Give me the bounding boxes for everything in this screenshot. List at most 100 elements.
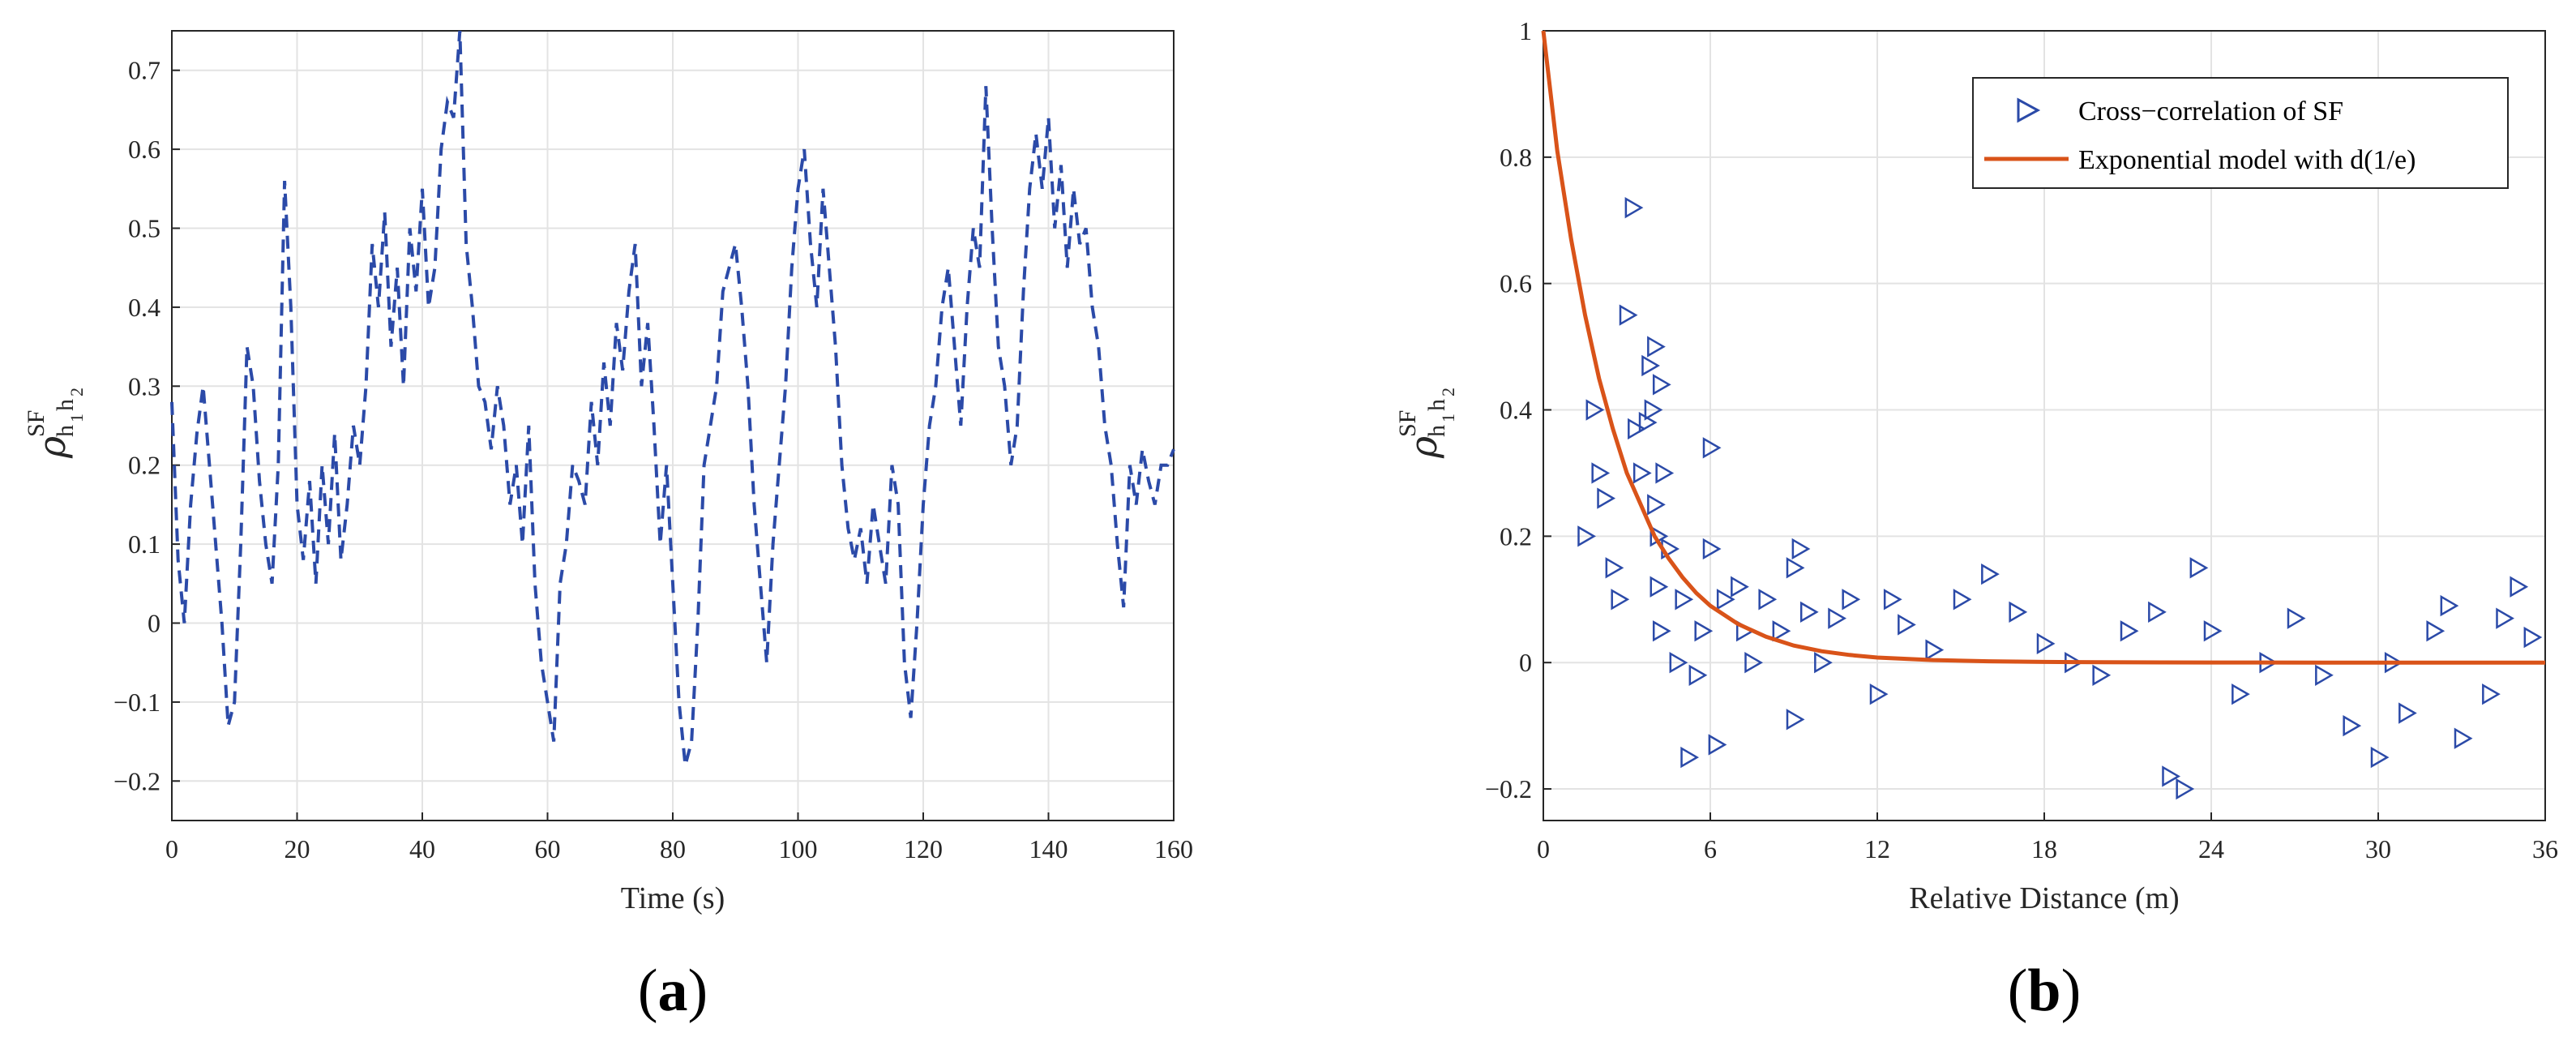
chart-b-scatter-point	[1786, 557, 1805, 579]
chart-b-legend-box	[1972, 77, 2509, 189]
chart-b-y-axis-symbol: ρ	[1401, 436, 1445, 459]
chart-b-scatter-point	[1628, 418, 1646, 440]
chart-b-scatter-point	[2287, 607, 2306, 629]
panel-label-a: (a)	[638, 958, 708, 1024]
chart-b-scatter-point	[1647, 336, 1666, 358]
chart-b-scatter-point	[2176, 778, 2195, 800]
chart-a-x-ticks: 0 20 40 60 80 100 120 140 160	[165, 812, 1193, 863]
chart-a-y-tick-label: 0.2	[128, 451, 160, 480]
chart-b-scatter-point	[2426, 620, 2445, 642]
chart-b-x-tick-label: 6	[1704, 834, 1717, 863]
chart-b-y-tick-label: −0.2	[1485, 774, 1532, 803]
chart-a-x-axis-label: Time (s)	[621, 881, 725, 915]
chart-b-scatter-point	[1791, 538, 1811, 560]
panel-label-b-close: )	[2061, 958, 2082, 1024]
chart-b-scatter-point	[1652, 374, 1671, 396]
chart-b-x-axis-label: Relative Distance (m)	[1909, 881, 2179, 915]
chart-b-y-axis-label: ρ SF h 1 h 2	[1394, 388, 1458, 459]
panel-label-b: (b)	[2008, 958, 2081, 1024]
chart-b-scatter-point	[1702, 538, 1722, 560]
chart-b-scatter-point	[1632, 462, 1652, 484]
chart-b-scatter-point	[1716, 589, 1735, 611]
chart-b-scatter-point	[1953, 589, 1972, 611]
chart-b-x-tick-label: 18	[2031, 834, 2057, 863]
chart-b-scatter-point	[2120, 620, 2139, 642]
chart-b-scatter-point	[1655, 462, 1675, 484]
chart-b-scatter-point	[1605, 557, 1624, 579]
chart-b-scatter-point	[2148, 601, 2167, 623]
chart-b-scatter-point	[2510, 576, 2529, 598]
chart-b-x-tick-label: 0	[1537, 834, 1550, 863]
chart-b-legend-label-model: Exponential model with d(1/e)	[2078, 145, 2416, 175]
chart-b-scatter-point	[2315, 664, 2334, 686]
chart-b-scatter-point	[1883, 589, 1902, 611]
chart-a-series-line	[170, 30, 1175, 766]
chart-b-scatter-point	[1652, 620, 1671, 642]
chart-a-x-tick-label: 20	[285, 834, 310, 863]
chart-b-y-axis-subscript-h1: h	[1423, 425, 1450, 437]
chart-a-y-tick-label: 0.6	[128, 135, 160, 164]
chart-b-scatter-point	[1650, 576, 1669, 598]
panel-label-b-open: (	[2008, 958, 2028, 1024]
chart-b-y-ticks: −0.2 0 0.2 0.4 0.6 0.8 1	[1485, 16, 1551, 803]
chart-b-y-tick-label: 0.8	[1500, 143, 1532, 172]
chart-b-scatter-point	[1624, 197, 1644, 219]
chart-a-y-axis-subscript-h2: h	[52, 399, 79, 411]
chart-b-scatter-point	[1828, 607, 1846, 629]
chart-a-x-tick-label: 60	[535, 834, 561, 863]
chart-b-x-tick-label: 12	[1864, 834, 1890, 863]
chart-a-y-tick-label: 0.5	[128, 214, 160, 243]
chart-a-y-tick-label: 0	[148, 609, 160, 638]
chart-a-x-tick-label: 0	[165, 834, 178, 863]
chart-a-x-tick-label: 120	[904, 834, 943, 863]
chart-b-scatter-point	[1597, 487, 1616, 509]
chart-b-scatter-series	[1577, 197, 2543, 800]
chart-b-scatter-point	[1772, 620, 1791, 642]
chart-a-x-tick-label: 40	[409, 834, 435, 863]
chart-a-y-tick-label: 0.7	[128, 56, 160, 85]
chart-b-scatter-point	[1744, 652, 1763, 674]
panel-label-b-letter: b	[2027, 958, 2060, 1024]
chart-b-x-tick-label: 30	[2365, 834, 2391, 863]
chart-b-scatter-point	[1644, 399, 1663, 421]
chart-a-x-tick-label: 140	[1029, 834, 1068, 863]
chart-a-y-axis-subscript-h1: h	[52, 425, 79, 437]
chart-b-scatter-point	[1694, 620, 1714, 642]
chart-b-scatter-point	[1758, 589, 1778, 611]
chart-a-x-tick-label: 80	[660, 834, 686, 863]
chart-b-scatter-point	[2496, 607, 2514, 629]
chart-b-scatter-point	[2092, 664, 2112, 686]
chart-b-scatter-point	[1585, 399, 1605, 421]
chart-b-x-ticks: 0 6 12 18 24 30 36	[1537, 812, 2558, 863]
chart-b-scatter-point	[1731, 576, 1749, 598]
chart-b-x-tick-label: 36	[2532, 834, 2558, 863]
chart-b-scatter-point	[1611, 589, 1630, 611]
chart-b-scatter-point	[2343, 714, 2362, 737]
chart-b-scatter-point	[2009, 601, 2028, 623]
chart-b-scatter-point	[1981, 563, 2000, 585]
chart-b-legend-marker-triangle	[2017, 97, 2041, 123]
chart-b-scatter-point	[1869, 683, 1889, 705]
chart-b-y-tick-label: 1	[1519, 16, 1532, 45]
chart-a-y-tick-label: 0.1	[128, 529, 160, 559]
chart-b-y-axis-subscript-1: 1	[1438, 414, 1458, 422]
chart-b-scatter-point	[2440, 594, 2459, 617]
chart-b-scatter-point	[2189, 557, 2209, 579]
chart-b-scatter-point	[2482, 683, 2501, 705]
chart-b: 0 6 12 18 24 30 36 −0.200.20.40.60.81 Cross−co…	[1394, 16, 2558, 1024]
chart-a-y-axis-subscript-1: 1	[66, 414, 87, 422]
chart-b-y-tick-label: 0	[1519, 648, 1532, 677]
chart-a-y-axis-subscript-2: 2	[66, 388, 87, 396]
chart-b-scatter-point	[1842, 589, 1861, 611]
chart-b-scatter-point	[2203, 620, 2223, 642]
chart-a-x-tick-label: 160	[1154, 834, 1193, 863]
panel-label-a-letter: a	[658, 958, 688, 1024]
chart-b-scatter-point	[1814, 652, 1833, 674]
chart-b-scatter-point	[1641, 354, 1660, 377]
chart-b-scatter-point	[2523, 626, 2543, 649]
chart-b-scatter-point	[2454, 727, 2473, 749]
chart-b-y-axis-superscript: SF	[1394, 410, 1421, 437]
chart-b-scatter-point	[1799, 601, 1819, 623]
chart-b-legend: Cross−correlation of SF Exponential mode…	[1972, 77, 2509, 189]
